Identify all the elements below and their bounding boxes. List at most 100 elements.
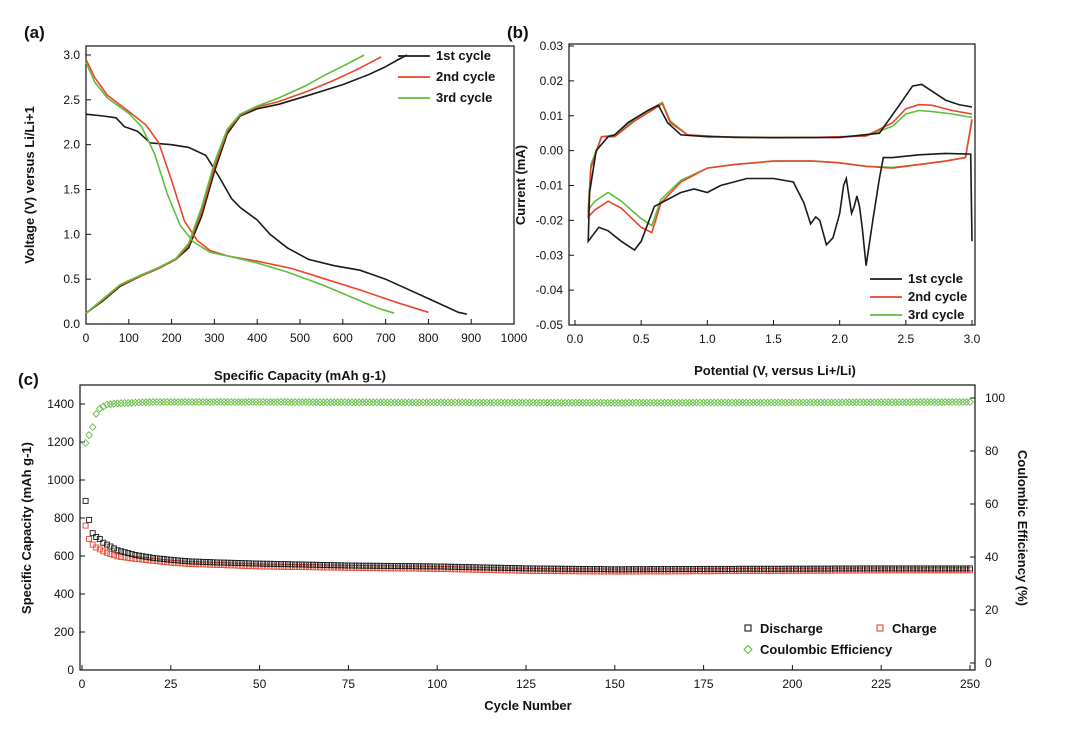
panel-c-ce-point xyxy=(433,398,442,407)
panel-c-ce-point xyxy=(937,398,946,407)
panel-c-discharge-point xyxy=(803,565,810,572)
panel-c-discharge-point xyxy=(437,563,444,570)
panel-a-xtick-label: 200 xyxy=(162,331,182,345)
panel-c-discharge-point xyxy=(853,565,860,572)
panel-c-discharge-point xyxy=(430,563,437,570)
panel-c-discharge-point xyxy=(640,566,647,573)
panel-c-discharge-point xyxy=(878,565,885,572)
panel-c-ce-point xyxy=(912,398,921,407)
panel-c-charge-point xyxy=(959,567,966,574)
panel-a-ytick-label: 1.5 xyxy=(63,183,80,197)
panel-c-ce-point xyxy=(436,398,445,407)
panel-c-discharge-point xyxy=(650,566,657,573)
panel-c-ce-point xyxy=(792,398,800,407)
panel-c-discharge-point xyxy=(924,565,931,572)
panel-a-series-3-discharge-line xyxy=(85,61,395,314)
panel-c-ce-point xyxy=(213,397,221,407)
panel-c-charge-point xyxy=(107,551,114,558)
panel-c-ce-point xyxy=(408,398,417,407)
panel-c-ce-point xyxy=(103,400,111,409)
panel-c-ce-point xyxy=(454,398,463,407)
panel-c-ce-point xyxy=(962,397,971,407)
panel-c-ce-point xyxy=(660,398,669,407)
panel-c-discharge-point xyxy=(732,565,739,572)
panel-c-ce-point xyxy=(625,398,633,407)
panel-c-ce-point xyxy=(543,398,552,407)
panel-c-ce-point xyxy=(177,397,186,407)
panel-a-xtick-label: 100 xyxy=(119,331,139,345)
panel-a-ytick-label: 3.0 xyxy=(63,48,80,62)
panel-c-discharge-point xyxy=(533,565,540,572)
panel-c-discharge-point xyxy=(938,565,945,572)
panel-c-discharge-point xyxy=(171,557,178,564)
panel-c-discharge-point xyxy=(427,563,434,570)
panel-c-ce-point xyxy=(138,398,147,407)
panel-c-discharge-point xyxy=(579,566,586,572)
panel-c-ce-point xyxy=(198,397,207,407)
panel-c-ce-point xyxy=(745,398,754,407)
panel-c-discharge-point xyxy=(810,565,817,572)
panel-c-discharge-point xyxy=(317,561,323,568)
panel-c-discharge-point xyxy=(103,541,110,548)
panel-c-ce-point xyxy=(358,398,367,407)
panel-c-xtick-label: 175 xyxy=(694,677,714,691)
panel-a-ytick-label: 1.0 xyxy=(63,227,80,241)
panel-c-ce-point xyxy=(465,398,474,407)
panel-c-ce-point xyxy=(131,398,140,407)
panel-c-ce-point xyxy=(291,398,299,407)
panel-c-ce-point xyxy=(657,398,665,407)
panel-c-ce-point xyxy=(515,398,523,407)
panel-c-ce-point xyxy=(330,398,339,407)
panel-c-ce-point xyxy=(156,397,164,407)
panel-c-discharge-point xyxy=(775,565,782,572)
panel-c-ce-point xyxy=(706,398,715,407)
panel-c-ce-point xyxy=(927,398,935,407)
panel-c-ce-point xyxy=(490,398,498,407)
panel-c-discharge-point xyxy=(892,565,899,572)
panel-c-right-ytick-label: 60 xyxy=(985,497,999,511)
panel-c-discharge-point xyxy=(473,564,480,571)
panel-c-ce-point xyxy=(376,398,385,407)
panel-c-discharge-point xyxy=(512,565,519,572)
panel-c-discharge-point xyxy=(967,565,973,572)
panel-c-ce-point xyxy=(738,398,747,407)
panel-c-ce-point xyxy=(444,398,452,407)
panel-a-legend-label: 1st cycle xyxy=(436,48,491,63)
panel-c-discharge-point xyxy=(466,564,473,571)
panel-c-discharge-point xyxy=(856,565,863,572)
panel-c-xtick-label: 200 xyxy=(782,677,802,691)
panel-c-discharge-point xyxy=(370,562,377,569)
panel-c-charge-point xyxy=(128,555,135,562)
panel-c-discharge-point xyxy=(93,534,100,540)
panel-c-discharge-point xyxy=(686,566,693,572)
panel-b-label: (b) xyxy=(507,23,529,42)
panel-c-ce-point xyxy=(284,398,292,407)
panel-a-xtick-label: 300 xyxy=(204,331,224,345)
panel-c-discharge-point xyxy=(160,556,167,562)
panel-c-ce-point xyxy=(880,398,889,407)
panel-c-discharge-point xyxy=(871,565,878,572)
panel-c-discharge-point xyxy=(341,562,348,569)
panel-c-discharge-point xyxy=(352,562,359,569)
panel-c-ce-point xyxy=(831,398,839,407)
panel-c-ce-point xyxy=(493,398,502,407)
panel-c-discharge-point xyxy=(199,558,206,565)
panel-c-discharge-point xyxy=(487,564,494,571)
panel-c-ce-point xyxy=(873,398,882,407)
panel-c-charge-point xyxy=(118,553,125,560)
panel-c-ce-point xyxy=(362,398,371,407)
panel-c-ce-point xyxy=(397,398,406,407)
panel-c-ce-point xyxy=(152,397,161,407)
panel-c-xlabel: Cycle Number xyxy=(484,698,571,713)
panel-c-discharge-point xyxy=(153,555,160,562)
panel-c-discharge-point xyxy=(725,565,732,572)
panel-a-legend-label: 2nd cycle xyxy=(436,69,495,84)
panel-a-ytick-label: 2.5 xyxy=(63,93,80,107)
panel-b-ytick-label: -0.02 xyxy=(536,213,564,227)
panel-c-discharge-point xyxy=(86,516,93,523)
panel-c-charge-point xyxy=(899,567,906,574)
panel-c-ce-point xyxy=(259,397,268,407)
panel-c-ce-point xyxy=(600,398,608,407)
panel-b-ylabel: Current (mA) xyxy=(513,145,528,225)
panel-c-discharge-point xyxy=(629,566,636,573)
